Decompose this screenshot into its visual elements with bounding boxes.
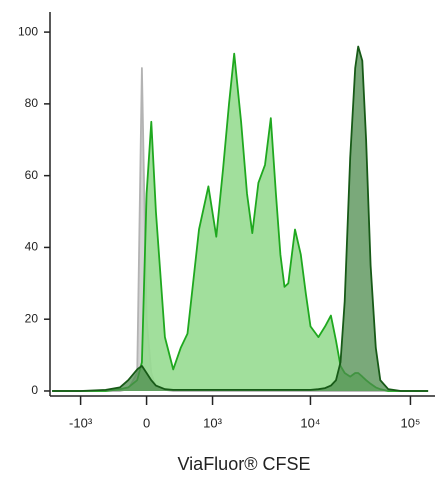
x-tick-label: 10⁵	[401, 415, 421, 430]
x-tick-label: 10⁴	[300, 415, 320, 430]
x-tick-label: -10³	[69, 415, 93, 430]
histogram-area	[52, 45, 429, 392]
y-tick-label: 20	[25, 311, 39, 325]
y-tick-label: 100	[18, 24, 38, 38]
x-axis-label: ViaFluor® CFSE	[178, 454, 311, 474]
y-tick-label: 40	[25, 240, 39, 254]
y-tick-label: 60	[25, 168, 39, 182]
x-tick-label: 0	[143, 415, 150, 430]
x-tick-label: 10³	[203, 415, 222, 430]
y-tick-label: 0	[31, 383, 38, 397]
y-tick-label: 80	[25, 96, 39, 110]
